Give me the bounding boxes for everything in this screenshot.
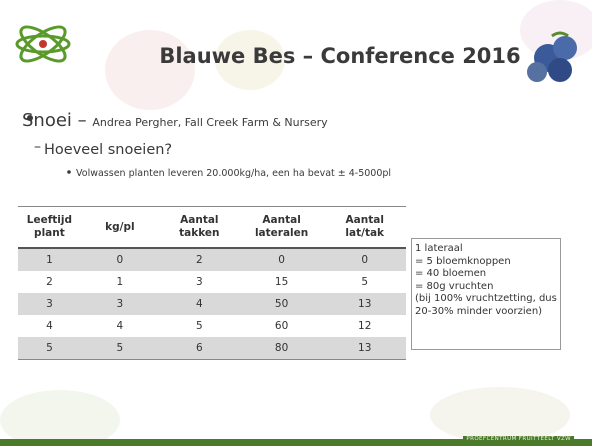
table-cell: 12 bbox=[358, 320, 372, 332]
dash: – bbox=[34, 139, 41, 155]
table-cell: 5 bbox=[80, 337, 159, 360]
bullet-source: Andrea Pergher, Fall Creek Farm & Nurser… bbox=[92, 116, 328, 129]
table-cell: 3 bbox=[18, 293, 81, 315]
footer-text: PROEFCENTRUM FRUITTEELT VZW bbox=[463, 436, 574, 442]
slide-title: Blauwe Bes – Conference 2016 bbox=[159, 44, 521, 68]
table: Leeftijd plant kg/pl Aantal takken Aantal l… bbox=[18, 206, 406, 360]
header-cell: Leeftijd plant bbox=[18, 206, 81, 249]
note-line: 1 lateraal bbox=[415, 243, 463, 254]
table-cell: 1 bbox=[18, 248, 81, 271]
table-cell: 3 bbox=[195, 276, 203, 288]
table-cell: 60 bbox=[274, 320, 289, 332]
table-cell: 5 bbox=[361, 276, 369, 288]
table-row: 3 3 4 50 13 bbox=[18, 293, 406, 315]
note-line: = 80g vruchten bbox=[415, 280, 494, 292]
table-cell: 4 bbox=[46, 320, 53, 332]
table-row: 2 1 3 15 5 bbox=[18, 271, 406, 293]
table-cell: 4 bbox=[158, 293, 240, 315]
table-cell: 4 bbox=[116, 320, 124, 332]
table-cell: 0 bbox=[239, 248, 324, 271]
table-row: 5 5 6 80 13 bbox=[18, 337, 406, 360]
table-cell: 0 bbox=[80, 248, 159, 271]
logo bbox=[15, 25, 71, 63]
table-cell: 5 bbox=[18, 337, 81, 360]
blueberry-icon bbox=[527, 31, 577, 82]
table-cell: 5 bbox=[195, 320, 203, 332]
header-row: Leeftijd plant kg/pl Aantal takken Aantal l… bbox=[18, 206, 406, 249]
header-cell: Aantal lateralen bbox=[239, 206, 324, 249]
note-line: = 5 bloemknoppen bbox=[415, 255, 511, 267]
table-cell: 0 bbox=[323, 248, 406, 271]
header-cell: kg/pl bbox=[80, 206, 159, 249]
sub-sub-bullet: Volwassen planten leveren 20.000kg/ha, e… bbox=[76, 168, 392, 179]
bullet-dot bbox=[67, 170, 71, 174]
bullet: Snoei – Andrea Pergher, Fall Creek Farm … bbox=[22, 110, 328, 131]
table-row: 4 4 5 60 12 bbox=[18, 315, 406, 337]
table-cell: 6 bbox=[158, 337, 240, 360]
header-cell: Aantal takken bbox=[158, 206, 240, 249]
note-line: (bij 100% vruchtzetting, dus 20-30% mind… bbox=[415, 293, 557, 317]
bullet-heading: Snoei – bbox=[22, 110, 87, 131]
table-cell: 15 bbox=[274, 276, 289, 288]
table-cell: 1 bbox=[116, 276, 124, 288]
bullet-dot bbox=[27, 115, 33, 121]
table-cell: 80 bbox=[239, 337, 324, 360]
table-cell: 13 bbox=[323, 293, 406, 315]
table-cell: 2 bbox=[46, 276, 53, 288]
note-line: = 40 bloemen bbox=[415, 268, 487, 279]
sub-bullet: Hoeveel snoeien? bbox=[44, 142, 173, 158]
table-cell: 13 bbox=[323, 337, 406, 360]
header-cell: Aantal lat/tak bbox=[323, 206, 406, 249]
table-cell: 50 bbox=[239, 293, 324, 315]
note-box: 1 lateraal = 5 bloemknoppen = 40 bloemen = … bbox=[411, 238, 561, 350]
table-cell: 3 bbox=[80, 293, 159, 315]
footer-bar bbox=[0, 439, 592, 446]
table-cell: 2 bbox=[158, 248, 240, 271]
